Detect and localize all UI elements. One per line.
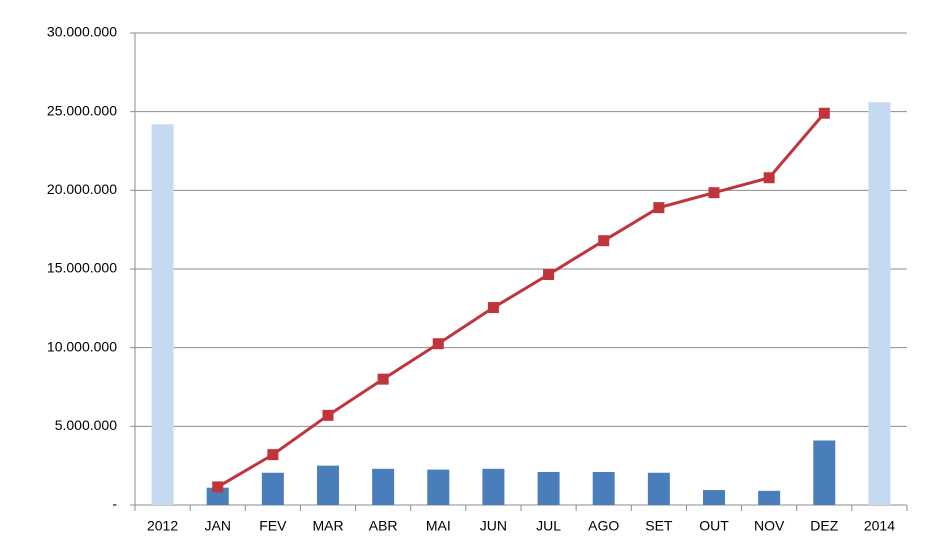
line-marker (543, 269, 555, 281)
line-marker (377, 373, 389, 385)
x-tick-label: MAR (312, 518, 343, 534)
y-tick-label: 5.000.000 (55, 417, 117, 433)
x-tick-label: AGO (588, 518, 619, 534)
y-tick-label: - (112, 496, 117, 512)
x-tick-label: FEV (259, 518, 287, 534)
x-tick-label: MAI (426, 518, 451, 534)
line-marker (322, 409, 334, 421)
bar (151, 124, 174, 506)
y-tick-label: 25.000.000 (47, 102, 117, 118)
line-marker (598, 235, 610, 247)
line-marker (763, 172, 775, 184)
x-tick-label: NOV (754, 518, 785, 534)
line (216, 112, 826, 489)
x-tick-label: JUL (536, 518, 561, 534)
x-tick-label: JUN (480, 518, 507, 534)
bar (813, 440, 836, 505)
bar (703, 490, 725, 505)
bar (261, 472, 284, 505)
bar (537, 471, 560, 505)
bar (372, 468, 395, 505)
x-tick-label: DEZ (810, 518, 838, 534)
y-tick-label: 15.000.000 (47, 260, 117, 276)
bar (317, 465, 339, 505)
x-tick-label: OUT (699, 518, 729, 534)
x-tick-label: SET (645, 518, 673, 534)
bar (758, 490, 781, 505)
x-tick-label: JAN (204, 518, 230, 534)
line-marker (487, 302, 499, 314)
y-tick-label: 10.000.000 (47, 338, 117, 354)
bar (592, 471, 615, 505)
line-marker (818, 107, 830, 119)
y-tick-label: 30.000.000 (47, 24, 117, 40)
line-marker (653, 202, 665, 214)
line-marker (267, 449, 279, 461)
x-tick-label: 2012 (147, 518, 178, 534)
bar (427, 469, 450, 505)
bar (482, 468, 505, 505)
line-marker (708, 187, 720, 199)
line-marker (432, 338, 444, 350)
bar (868, 102, 891, 505)
line-marker (212, 481, 224, 493)
bar (647, 472, 670, 505)
x-tick-label: 2014 (864, 518, 895, 534)
x-tick-label: ABR (369, 518, 398, 534)
y-tick-label: 20.000.000 (47, 181, 117, 197)
